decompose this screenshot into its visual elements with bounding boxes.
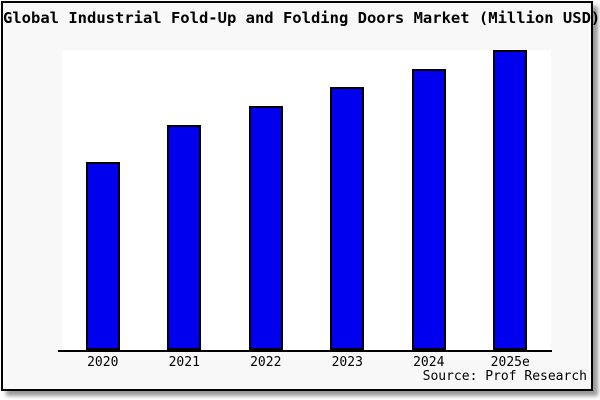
x-tick-label-2021: 2021 bbox=[168, 355, 200, 370]
bar-2021 bbox=[167, 125, 202, 350]
bar-2020 bbox=[85, 162, 120, 350]
x-tick-label-2023: 2023 bbox=[331, 355, 363, 370]
bar-2024 bbox=[411, 69, 446, 350]
bar-2022 bbox=[248, 106, 283, 350]
plot-area bbox=[62, 50, 551, 350]
x-axis-line bbox=[58, 350, 552, 352]
bar-2025e bbox=[493, 50, 528, 350]
x-tick-label-2022: 2022 bbox=[250, 355, 282, 370]
chart-title: Global Industrial Fold-Up and Folding Do… bbox=[3, 9, 600, 27]
bar-2023 bbox=[330, 87, 365, 350]
x-tick-label-2020: 2020 bbox=[87, 355, 119, 370]
source-text: Source: Prof Research bbox=[422, 369, 587, 384]
x-tick-label-2024: 2024 bbox=[413, 355, 445, 370]
chart-card: Global Industrial Fold-Up and Folding Do… bbox=[1, 1, 600, 391]
x-tick-label-2025e: 2025e bbox=[490, 355, 530, 370]
